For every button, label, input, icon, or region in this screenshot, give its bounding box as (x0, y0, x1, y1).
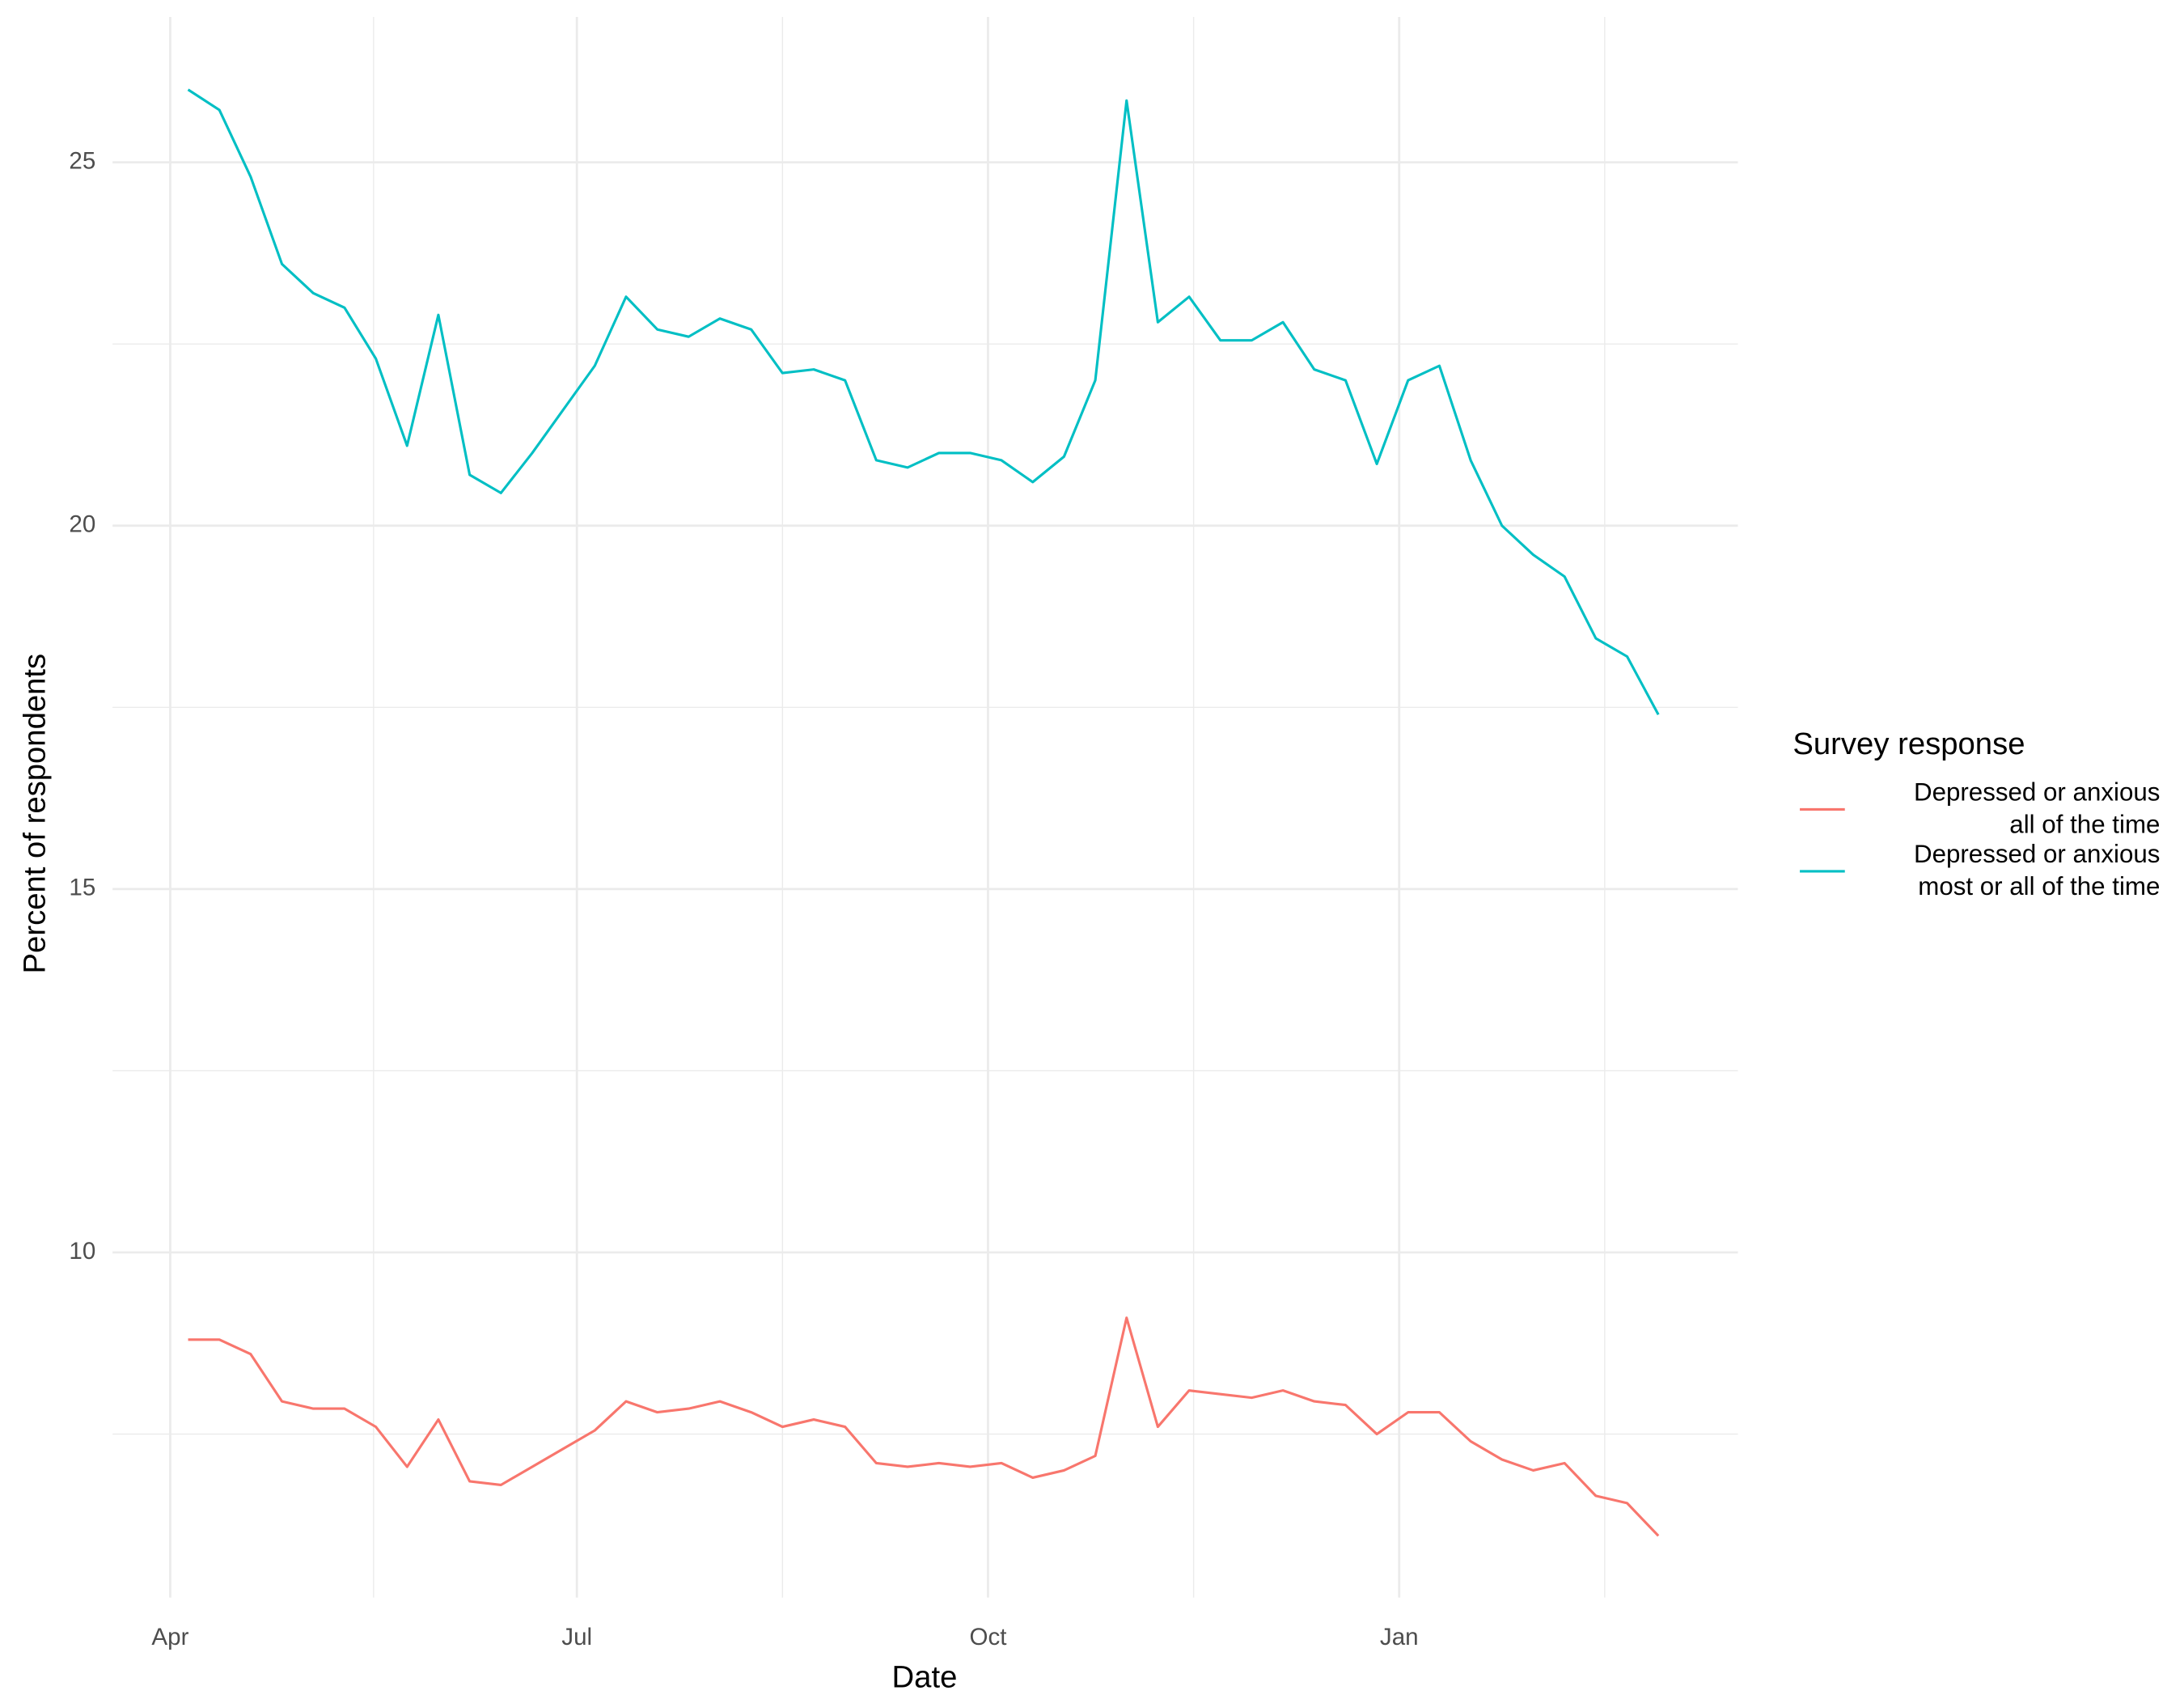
x-axis-title: Date (892, 1660, 958, 1695)
y-tick-label: 20 (69, 511, 95, 538)
y-tick-label: 25 (69, 147, 95, 174)
line-series (188, 1316, 1660, 1537)
legend-label: Depressed or anxious all of the time (1914, 778, 2160, 839)
y-tick-label: 15 (69, 875, 95, 901)
grid (112, 16, 1738, 1598)
y-tick-label: 10 (69, 1238, 95, 1265)
y-axis-title: Percent of respondents (17, 654, 52, 974)
legend: Depressed or anxious all of the timeDepr… (1800, 778, 2161, 900)
x-tick-label: Oct (969, 1624, 1006, 1650)
legend-title: Survey response (1792, 727, 2025, 761)
x-tick-label: Jan (1380, 1624, 1419, 1650)
line-series (187, 88, 1660, 716)
legend-label: Depressed or anxious most or all of the … (1911, 840, 2161, 900)
x-tick-label: Apr (151, 1624, 188, 1650)
plot-area (187, 88, 1660, 1537)
x-tick-label: Jul (561, 1624, 592, 1650)
